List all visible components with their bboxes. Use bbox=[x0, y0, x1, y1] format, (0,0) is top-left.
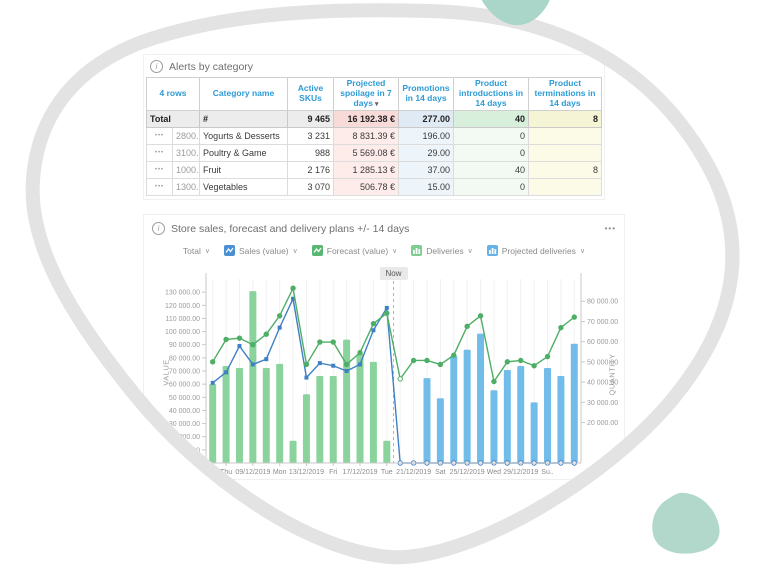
cell-promotions: 15.00 bbox=[398, 178, 454, 196]
total-introductions: 40 bbox=[453, 110, 529, 128]
total-row: Total # 9 465 16 192.38 € 277.00 40 8 bbox=[146, 110, 602, 128]
svg-text:70 000.00: 70 000.00 bbox=[587, 319, 618, 326]
alerts-card-header: i Alerts by category bbox=[144, 55, 604, 77]
category-code: 1300... bbox=[172, 178, 200, 196]
column-header-active-skus[interactable]: Active SKUs bbox=[287, 77, 334, 111]
svg-text:29/12/2019: 29/12/2019 bbox=[503, 469, 538, 476]
svg-text:21/12/2019: 21/12/2019 bbox=[396, 469, 431, 476]
cell-spoilage: 5 569.08 € bbox=[333, 144, 399, 162]
row-menu-button[interactable]: ••• bbox=[146, 127, 173, 145]
svg-text:Thu: Thu bbox=[220, 469, 232, 476]
cell-introductions: 0 bbox=[453, 127, 529, 145]
category-code: 2800... bbox=[172, 127, 200, 145]
svg-text:17/12/2019: 17/12/2019 bbox=[342, 469, 377, 476]
svg-text:50 000.00: 50 000.00 bbox=[169, 395, 200, 402]
cell-terminations bbox=[528, 178, 602, 196]
cell-promotions: 29.00 bbox=[398, 144, 454, 162]
svg-text:Wed: Wed bbox=[487, 469, 501, 476]
row-menu-button[interactable]: ••• bbox=[146, 161, 173, 179]
svg-text:30 000.00: 30 000.00 bbox=[169, 421, 200, 428]
cell-active-skus: 988 bbox=[287, 144, 334, 162]
teal-blob-bottom-right bbox=[652, 492, 720, 554]
svg-text:Sat: Sat bbox=[435, 469, 446, 476]
cell-terminations bbox=[528, 127, 602, 145]
svg-text:Su..: Su.. bbox=[541, 469, 554, 476]
table-header-row: 4 rows Category name Active SKUs Project… bbox=[146, 77, 602, 111]
svg-text:13/12/2019: 13/12/2019 bbox=[289, 469, 324, 476]
cell-active-skus: 2 176 bbox=[287, 161, 334, 179]
category-code: 1000... bbox=[172, 161, 200, 179]
svg-text:Tue: Tue bbox=[381, 469, 393, 476]
cell-spoilage: 8 831.39 € bbox=[333, 127, 399, 145]
total-active-skus: 9 465 bbox=[287, 110, 334, 128]
category-code: 3100... bbox=[172, 144, 200, 162]
total-promotions: 277.00 bbox=[398, 110, 454, 128]
cell-introductions: 40 bbox=[453, 161, 529, 179]
cell-promotions: 196.00 bbox=[398, 127, 454, 145]
table-row: ••• 2800... Yogurts & Desserts 3 231 8 8… bbox=[146, 127, 602, 145]
column-header-promotions[interactable]: Promotions in 14 days bbox=[398, 77, 454, 111]
cell-introductions: 0 bbox=[453, 178, 529, 196]
info-icon: i bbox=[150, 60, 163, 73]
cell-introductions: 0 bbox=[453, 144, 529, 162]
cell-active-skus: 3 070 bbox=[287, 178, 334, 196]
sort-desc-icon: ▾ bbox=[374, 100, 379, 108]
table-row: ••• 1000... Fruit 2 176 1 285.13 € 37.00… bbox=[146, 161, 602, 179]
total-terminations: 8 bbox=[528, 110, 602, 128]
column-header-terminations[interactable]: Product terminations in 14 days bbox=[528, 77, 602, 111]
cell-active-skus: 3 231 bbox=[287, 127, 334, 145]
total-spoilage: 16 192.38 € bbox=[333, 110, 399, 128]
svg-text:09/12/2019: 09/12/2019 bbox=[235, 469, 270, 476]
category-name: Yogurts & Desserts bbox=[199, 127, 288, 145]
cell-spoilage: 506.78 € bbox=[333, 178, 399, 196]
cell-terminations bbox=[528, 144, 602, 162]
column-header-introductions[interactable]: Product introductions in 14 days bbox=[453, 77, 529, 111]
cell-spoilage: 1 285.13 € bbox=[333, 161, 399, 179]
total-label: Total bbox=[146, 110, 200, 128]
alerts-card-title: Alerts by category bbox=[169, 60, 254, 73]
row-menu-button[interactable]: ••• bbox=[146, 144, 173, 162]
svg-text:110 000.00: 110 000.00 bbox=[165, 316, 200, 323]
svg-text:90 000.00: 90 000.00 bbox=[169, 342, 200, 349]
svg-text:60 000.00: 60 000.00 bbox=[169, 382, 200, 389]
alerts-card: i Alerts by category 4 rows Category nam… bbox=[143, 54, 605, 200]
svg-text:80 000.00: 80 000.00 bbox=[169, 355, 200, 362]
svg-text:25/12/2019: 25/12/2019 bbox=[450, 469, 485, 476]
svg-text:10 000.00: 10 000.00 bbox=[169, 447, 200, 454]
sales-forecast-card: i Store sales, forecast and delivery pla… bbox=[143, 214, 625, 480]
table-row: ••• 1300... Vegetables 3 070 506.78 € 15… bbox=[146, 178, 602, 196]
total-category: # bbox=[199, 110, 288, 128]
column-header-spoilage[interactable]: Projected spoilage in 7 days ▾ bbox=[333, 77, 399, 111]
teal-blob-top bbox=[481, 0, 550, 26]
cell-promotions: 37.00 bbox=[398, 161, 454, 179]
category-name: Poultry & Game bbox=[199, 144, 288, 162]
row-menu-button[interactable]: ••• bbox=[146, 178, 173, 196]
left-axis-title: VALUE bbox=[161, 359, 171, 386]
row-count: 4 rows bbox=[146, 77, 200, 111]
table-row: ••• 3100... Poultry & Game 988 5 569.08 … bbox=[146, 144, 602, 162]
svg-text:70 000.00: 70 000.00 bbox=[169, 369, 200, 376]
sales-forecast-chart: 10 000.00 20 000.00 30 000.00 40 000.00 50 0… bbox=[165, 273, 618, 476]
category-name: Vegetables bbox=[199, 178, 288, 196]
svg-text:120 000.00: 120 000.00 bbox=[165, 303, 200, 310]
svg-text:40 000.00: 40 000.00 bbox=[169, 408, 200, 415]
svg-text:20 000.00: 20 000.00 bbox=[169, 434, 200, 441]
svg-text:20 000.00: 20 000.00 bbox=[587, 420, 618, 427]
svg-text:100 000.00: 100 000.00 bbox=[165, 329, 200, 336]
svg-text:Fri: Fri bbox=[329, 469, 338, 476]
svg-text:Mon: Mon bbox=[273, 469, 287, 476]
right-axis-title: QUANTITY bbox=[607, 353, 617, 396]
alerts-table: 4 rows Category name Active SKUs Project… bbox=[146, 77, 602, 196]
now-marker: Now bbox=[379, 267, 408, 280]
column-header-category[interactable]: Category name bbox=[199, 77, 288, 111]
svg-text:80 000.00: 80 000.00 bbox=[587, 299, 618, 306]
cell-terminations: 8 bbox=[528, 161, 602, 179]
svg-text:130 000.00: 130 000.00 bbox=[165, 290, 200, 297]
category-name: Fruit bbox=[199, 161, 288, 179]
